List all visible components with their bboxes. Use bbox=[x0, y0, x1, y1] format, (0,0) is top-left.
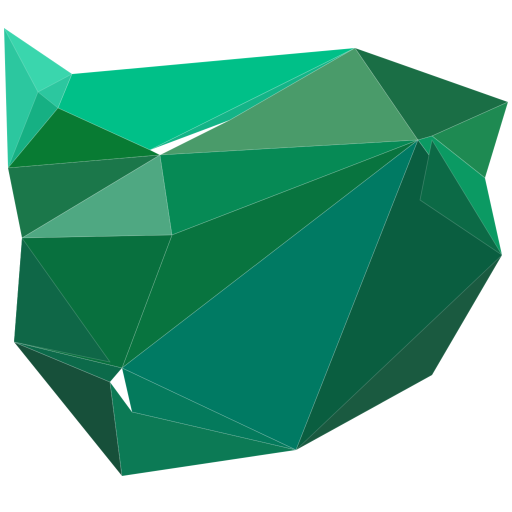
cheek-left-dark-facet bbox=[13, 237, 111, 363]
face-right-shadow-facet bbox=[419, 139, 503, 256]
left-ear-inner-facet bbox=[3, 27, 73, 93]
jaw-right-facet bbox=[295, 254, 503, 451]
chin-mid-facet bbox=[13, 341, 123, 383]
